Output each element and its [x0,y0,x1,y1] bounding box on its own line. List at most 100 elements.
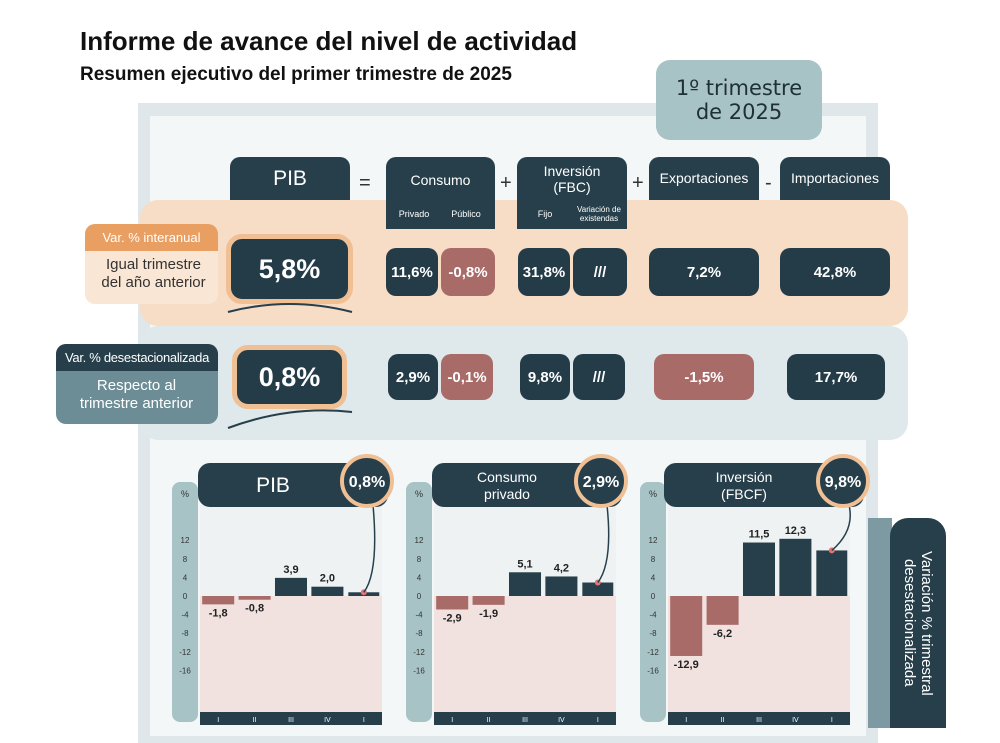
interanual-label: Var. % interanual Igual trimestre del añ… [85,224,218,304]
chart-0-connector [363,504,376,593]
chart-1-xtick-2: III [522,717,528,724]
chart-1-ytick-5: -8 [415,629,423,638]
chart-1-title-line1: Consumo [477,469,537,485]
interanual-pib-value: 5,8% [226,234,353,304]
chart-1-data-label-1: -1,9 [479,608,498,620]
desest-label: Var. % desestacionalizada Respecto al tr… [56,344,218,424]
report-subtitle: Resumen ejecutivo del primer trimestre d… [80,64,512,85]
bar-charts: PIB%12840-4-8-12-16-1,8I-0,8II3,9III2,0I… [172,454,870,725]
interanual-privado-value: 11,6% [386,248,438,296]
interanual-publico-value: -0,8% [441,248,495,296]
chart-2-xtick-0: I [685,717,687,724]
chart-2-ytick-2: 4 [651,573,656,582]
minus-sign: - [765,172,772,194]
chart-1-ytick-7: -16 [413,666,425,675]
swoosh-top [227,303,353,313]
chart-0-ytick-5: -8 [181,629,189,638]
quarter-badge-line1: 1º trimestre [675,76,803,100]
side-label-line2: desestacionalizada [901,559,918,687]
chart-0-xtick-0: I [217,717,219,724]
desest-fijo-value: 9,8% [520,354,570,400]
chart-0-badge-text: 0,8% [349,474,385,491]
chart-2-connector [831,504,851,551]
chart-0-data-label-0: -1,8 [209,607,228,619]
chart-0-ytick-7: -16 [179,666,191,675]
chart-2-x-strip [668,712,850,725]
chart-1-axis-strip [406,482,432,722]
chart-0-ytick-0: 12 [181,536,190,545]
chart-0-ytick-3: 0 [183,592,188,601]
desest-importaciones-value: 17,7% [787,354,885,400]
chart-1-ytick-0: 12 [415,536,424,545]
chart-2-ytick-3: 0 [651,592,656,601]
chart-1-bar-0 [436,596,469,610]
chart-2-bar-3 [779,538,812,596]
header-importaciones: Importaciones [780,157,890,200]
chart-1-xtick-1: II [487,717,491,724]
header-consumo-label: Consumo [410,172,471,188]
interanual-variacion-value: /// [573,248,627,296]
interanual-tag: Var. % interanual [85,224,218,251]
interanual-desc: Igual trimestre del año anterior [91,256,216,292]
chart-2-data-label-3: 12,3 [785,525,806,537]
desest-desc-line2: trimestre anterior [79,395,194,412]
chart-0-xtick-1: II [253,717,257,724]
chart-1-connector [597,504,610,583]
chart-panel-0: PIB% 12 8 4 0 -4 -8 -12 -16 -1,8 I -0,8 II 3,9 III 2,0 I… [172,454,394,725]
chart-1-title-line2: privado [484,486,530,502]
interanual-desc-line2: del año anterior [101,274,206,291]
chart-1-x-strip [434,712,616,725]
chart-2-ytick-0: 12 [649,536,658,545]
chart-1-bar-3 [545,576,578,596]
chart-2-xtick-3: IV [792,717,799,724]
interanual-desc-line1: Igual trimestre [105,256,202,273]
chart-1-badge [574,454,628,508]
chart-1-ytick-4: -4 [415,611,423,620]
desest-privado-value: 2,9% [388,354,438,400]
chart-1-badge-text: 2,9% [583,474,619,491]
header-inversion-label: Inversión [543,163,601,179]
side-label-line1: Variación % trimestral [918,550,935,696]
chart-0-ylabel: % [181,489,189,499]
report-title: Informe de avance del nivel de actividad [80,26,578,56]
side-panel-accent [868,518,892,728]
chart-1-xtick-3: IV [558,717,565,724]
chart-1-data-label-3: 4,2 [554,562,569,574]
chart-1-ytick-2: 4 [417,573,422,582]
chart-1-xtick-0: I [451,717,453,724]
desest-exportaciones-value: -1,5% [654,354,754,400]
header-consumo-publico: Público [451,209,481,219]
desest-variacion-value: /// [573,354,625,400]
chart-0-xtick-4: I [363,717,365,724]
chart-0-bar-1 [238,596,271,600]
chart-0-ytick-2: 4 [183,573,188,582]
chart-2-badge [816,454,870,508]
chart-1-bar-1 [472,596,505,605]
quarter-badge-line2: de 2025 [695,100,783,124]
header-exportaciones: Exportaciones [649,157,759,200]
chart-1-data-label-0: -2,9 [443,612,462,624]
side-label: Variación % trimestral desestacionalizada [890,518,946,728]
chart-0-negative-area [200,596,382,712]
chart-0-data-label-1: -0,8 [245,603,264,615]
chart-0-bar-0 [202,596,235,605]
header-inversion-paren: (FBC) [553,179,591,195]
header-pib: PIB [230,157,350,200]
chart-0-x-strip [200,712,382,725]
chart-1-ylabel: % [415,489,423,499]
chart-0-badge [340,454,394,508]
chart-panel-2: Inversión(FBCF)% 12 8 4 0 -4 -8 -12 -16 -12,9 I -6,… [640,454,870,725]
chart-0-bar-2 [274,577,308,596]
chart-0-title: PIB [256,474,290,497]
chart-2-axis-strip [640,482,666,722]
chart-2-ytick-6: -12 [647,648,659,657]
chart-0-ytick-4: -4 [181,611,189,620]
side-panel [890,518,946,728]
chart-2-bar-2 [742,542,776,596]
chart-2-badge-text: 9,8% [825,474,861,491]
chart-1-data-label-2: 5,1 [517,558,532,570]
chart-1-ytick-1: 8 [417,555,422,564]
chart-2-bar-1 [706,596,739,625]
chart-2-data-label-1: -6,2 [713,628,732,640]
